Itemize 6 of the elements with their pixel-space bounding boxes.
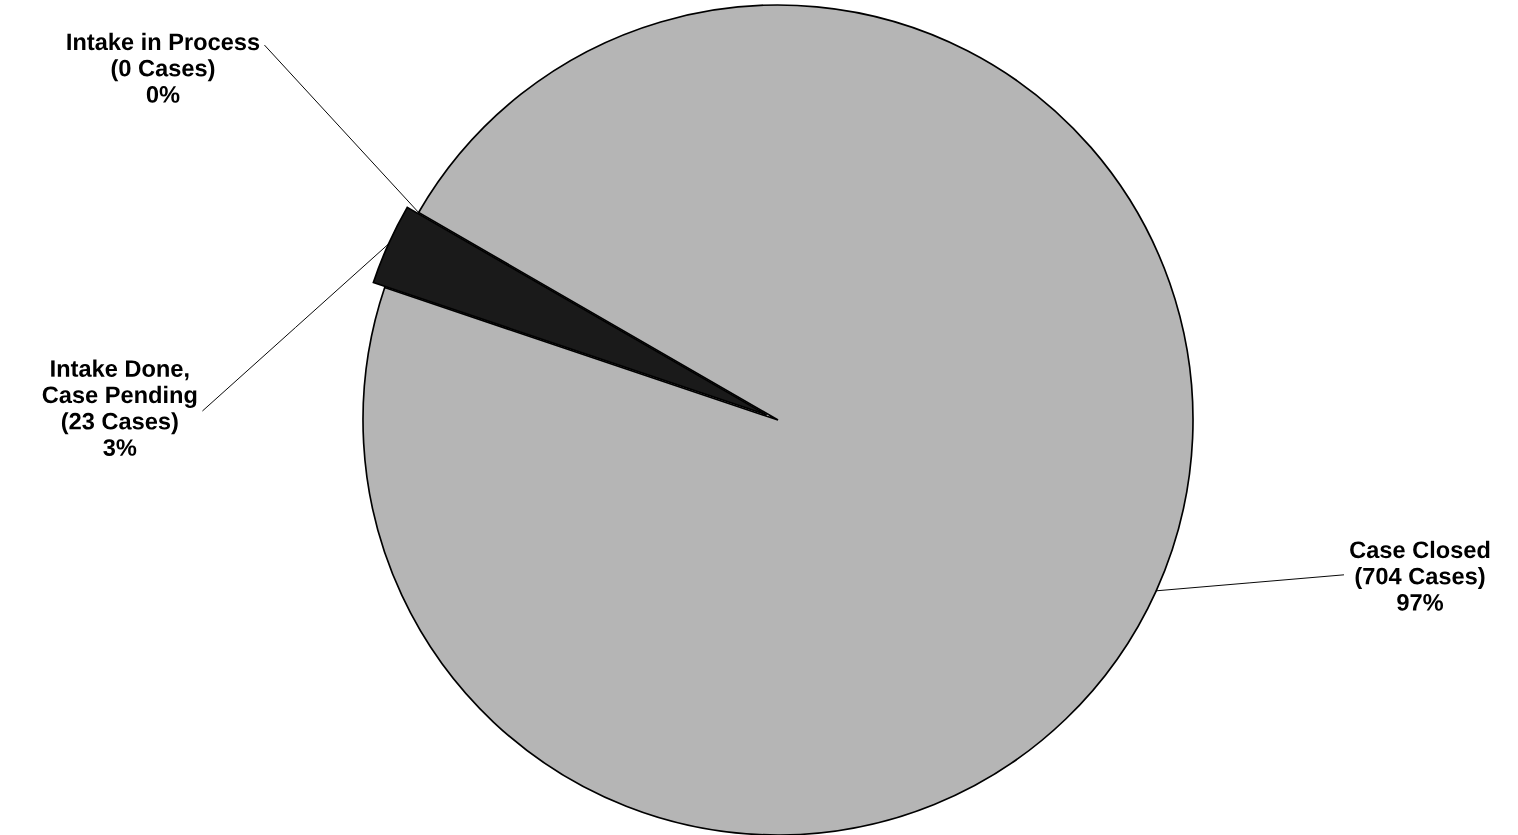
data-label: (23 Cases) 3% — [61, 412, 178, 456]
slice-label: Case Closed — [1350, 540, 1490, 559]
category-label: Intake in Process — [67, 32, 260, 51]
data-label: (704 Cases) 97% — [1355, 567, 1485, 611]
text: (0 Cases) 0% — [111, 59, 215, 103]
slice-label: Intake Done, Case Pending — [42, 359, 197, 408]
